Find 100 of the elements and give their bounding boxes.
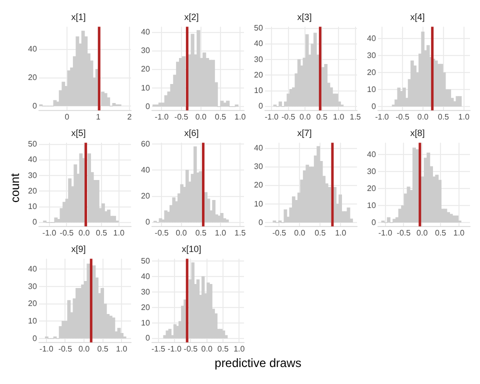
x-tick-label: 0.5 [314,228,326,238]
y-tick-label: 0 [145,218,150,227]
y-tick-label: 10 [28,202,38,212]
y-tick-label: 20 [28,73,38,82]
x-tick-label: 0.0 [300,112,312,122]
y-tick-label: 30 [254,54,264,64]
y-tick-label: 40 [28,264,38,274]
y-tick-label: 50 [140,256,150,266]
chart-title: x[6] [184,128,199,138]
x-tick-label: 1.0 [453,228,466,238]
x-tick-label: 0.0 [78,344,90,354]
chart-title: x[2] [184,12,199,22]
chart-title: x[4] [410,12,425,22]
x-tick-label: 0.0 [78,228,90,238]
y-tick-label: 0 [371,218,376,227]
x-tick-label: -0.5 [58,344,73,354]
x-tick-label: -1.0 [375,112,390,122]
x-tick-label: 0.5 [195,228,207,238]
y-tick-label: 20 [140,302,150,312]
y-tick-label: 20 [28,186,38,196]
y-tick-label: 0 [145,102,150,111]
y-tick-label: 0 [371,102,376,111]
chart-title: x[5] [71,128,86,138]
x-tick-label: 1.0 [113,228,125,238]
y-tick-label: 30 [254,162,264,172]
x-tick-label: 2 [127,112,132,122]
x-tick-label: 0.0 [417,112,430,122]
y-tick-label: 40 [140,272,150,281]
y-tick-label: 20 [254,70,264,80]
y-tick-label: 40 [28,44,38,54]
x-tick-label: -1.0 [40,344,54,354]
y-tick-label: 20 [140,192,150,201]
y-tick-label: 30 [366,50,376,60]
x-tick-label: -0.5 [184,344,198,354]
y-tick-label: 40 [140,28,150,37]
y-tick-label: 10 [28,316,38,326]
y-tick-label: 60 [140,139,150,148]
x-tick-label: 0.5 [96,228,108,238]
chart-title: x[7] [297,128,312,138]
y-tick-label: 10 [366,200,376,210]
x-tick-label: 0.5 [97,344,109,354]
x-tick-label: -1.5 [151,344,166,354]
x-tick-label: -1.0 [168,344,182,354]
x-tick-label: -0.5 [272,228,287,238]
y-tick-label: 10 [140,318,150,328]
chart-title: x[8] [410,128,425,138]
y-tick-label: 40 [366,34,376,43]
y-tick-label: 20 [254,180,264,190]
y-tick-label: 10 [366,84,376,94]
chart-title: x[1] [71,12,86,22]
y-tick-label: 40 [366,150,376,159]
chart-title: x[10] [182,244,202,254]
y-tick-label: 30 [140,287,150,296]
y-tick-label: 30 [140,46,150,56]
x-tick-label: 0.5 [438,112,450,122]
x-tick-label: 0.5 [214,112,227,122]
y-tick-label: 40 [254,39,264,48]
x-tick-label: 0.0 [195,112,207,122]
x-axis-title: predictive draws [214,356,302,370]
y-tick-label: 10 [254,199,264,208]
x-tick-label: -1.0 [42,228,57,238]
x-tick-label: 1.0 [458,112,470,122]
y-tick-label: 40 [254,144,264,153]
y-tick-label: 30 [28,170,38,180]
y-axis-title: count [8,173,22,203]
y-tick-label: 30 [28,282,38,291]
x-tick-label: -1.0 [154,112,170,122]
x-tick-label: 0.5 [217,344,230,354]
x-tick-label: 1.0 [234,112,246,122]
x-tick-label: 0.0 [176,228,188,238]
y-tick-label: 10 [254,86,264,96]
y-tick-label: 40 [28,155,38,164]
x-tick-label: -0.5 [281,112,296,122]
y-tick-label: 0 [32,334,38,343]
x-tick-label: 1.0 [333,112,345,122]
x-tick-label: -0.5 [396,228,412,238]
y-tick-label: 0 [258,218,264,227]
x-tick-label: 0.0 [294,228,306,238]
y-tick-label: 20 [140,64,150,74]
y-tick-label: 0 [258,102,264,111]
y-tick-label: 0 [145,334,150,343]
x-tick-label: 1.0 [234,344,246,354]
x-tick-label: -0.5 [154,228,170,238]
y-tick-label: 30 [366,166,376,176]
x-tick-label: 0.5 [316,112,328,122]
x-tick-label: -0.5 [174,112,189,122]
x-tick-label: 0.0 [416,228,428,238]
y-tick-label: 20 [366,68,376,77]
x-tick-label: 1.0 [116,344,128,354]
y-tick-label: 0 [32,101,38,110]
y-tick-label: 20 [366,184,376,193]
y-tick-label: 40 [140,165,150,174]
y-tick-label: 10 [140,83,150,92]
x-tick-label: 0.5 [434,228,447,238]
chart-title: x[9] [71,244,86,254]
x-tick-label: 0.0 [201,344,213,354]
x-tick-label: 1.5 [234,228,246,238]
x-tick-label: 1 [96,112,101,122]
y-tick-label: 0 [32,218,38,227]
x-tick-label: -0.5 [60,228,74,238]
